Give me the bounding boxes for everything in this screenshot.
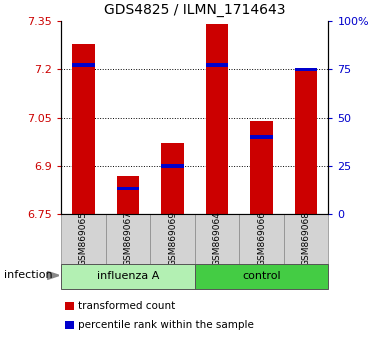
Bar (250, 135, 273, 139)
Bar (295, 68, 317, 72)
Bar (206, 63, 228, 67)
Title: GDS4825 / ILMN_1714643: GDS4825 / ILMN_1714643 (104, 4, 286, 17)
Bar (206, 24, 228, 214)
Bar (284, 214, 328, 264)
Bar (295, 69, 317, 214)
Bar (250, 121, 273, 214)
Bar (195, 214, 239, 264)
Text: GSM869068: GSM869068 (302, 211, 311, 267)
Bar (239, 214, 284, 264)
Bar (61, 214, 106, 264)
Bar (106, 214, 150, 264)
Text: percentile rank within the sample: percentile rank within the sample (78, 320, 254, 330)
Text: influenza A: influenza A (97, 271, 159, 281)
Polygon shape (47, 272, 59, 279)
Bar (117, 176, 139, 214)
Bar (61, 264, 195, 289)
Bar (161, 143, 184, 214)
Text: GSM869066: GSM869066 (257, 211, 266, 267)
Bar (72, 44, 95, 214)
Bar (72, 63, 95, 67)
Bar (150, 214, 195, 264)
Text: GSM869069: GSM869069 (168, 211, 177, 267)
Text: GSM869064: GSM869064 (213, 211, 221, 267)
Text: GSM869067: GSM869067 (124, 211, 132, 267)
Bar (117, 187, 139, 190)
Text: transformed count: transformed count (78, 301, 175, 311)
Bar (161, 164, 184, 168)
Bar (195, 264, 328, 289)
Text: infection: infection (4, 270, 52, 280)
Text: control: control (242, 271, 281, 281)
Text: GSM869065: GSM869065 (79, 211, 88, 267)
